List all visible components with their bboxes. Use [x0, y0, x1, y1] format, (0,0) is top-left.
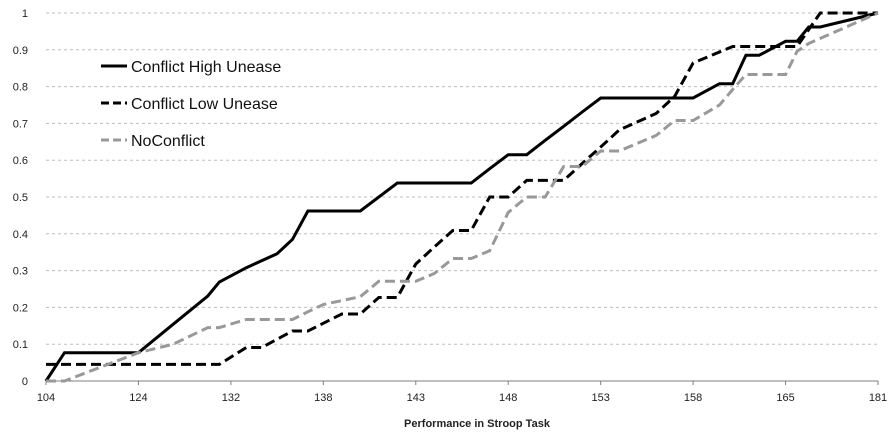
y-tick-label: 0.9: [13, 45, 28, 57]
series-line-noconflict: [46, 11, 879, 383]
series-line-conflict-low-unease: [46, 11, 878, 366]
y-tick-label: 0: [22, 376, 28, 388]
y-tick-label: 0.2: [13, 302, 28, 314]
y-tick-label: 1: [22, 8, 28, 20]
gridlines: [46, 12, 878, 345]
y-tick-label: 0.1: [13, 339, 28, 351]
y-tick-label: 0.4: [13, 229, 28, 241]
x-tick-label: 132: [222, 392, 240, 404]
x-tick-label: 158: [684, 392, 702, 404]
x-tick-label: 181: [869, 392, 887, 404]
x-tick-label: 165: [776, 392, 794, 404]
x-tick-label: 124: [129, 392, 147, 404]
series-line-conflict-high-unease: [44, 11, 879, 382]
legend-label: Conflict High Unease: [131, 59, 281, 76]
x-tick-label: 153: [591, 392, 609, 404]
y-tick-label: 0.3: [13, 266, 28, 278]
y-tick-label: 0.6: [13, 155, 28, 167]
x-tick-label: 148: [499, 392, 517, 404]
x-tick-label: 143: [407, 392, 425, 404]
legend: Conflict High Unease Conflict Low Unease N…: [101, 59, 281, 150]
legend-label: Conflict Low Unease: [131, 96, 278, 113]
series-lines: [44, 11, 879, 383]
legend-label: NoConflict: [131, 133, 205, 150]
x-tick-label: 104: [37, 392, 55, 404]
y-tick-label: 0.5: [13, 192, 28, 204]
x-axis-title: Performance in Stroop Task: [404, 418, 551, 430]
axes: 0 0.1 0.2 0.3 0.4 0.5 0.6 0.7 0.8 0.9 1 104 124 132 13…: [13, 8, 887, 404]
x-tick-label: 138: [314, 392, 332, 404]
y-tick-label: 0.8: [13, 82, 28, 94]
y-tick-label: 0.7: [13, 118, 28, 130]
